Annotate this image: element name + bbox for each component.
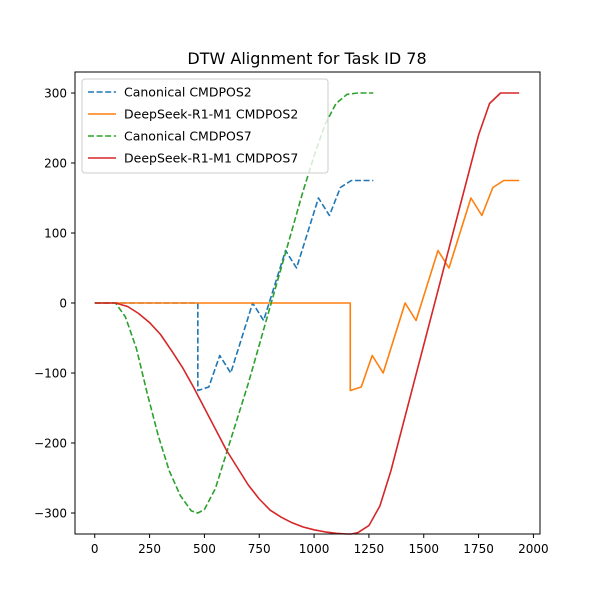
x-tick-label: 1500 — [408, 542, 439, 556]
legend-box — [81, 78, 329, 174]
y-tick-label: −200 — [34, 437, 67, 451]
chart-title: DTW Alignment for Task ID 78 — [187, 49, 426, 68]
legend: Canonical CMDPOS2 DeepSeek-R1-M1 CMDPOS2 C… — [81, 78, 329, 174]
y-tick-label: −100 — [34, 367, 67, 381]
y-axis: −300 −200 −100 0 100 200 300 — [34, 87, 75, 521]
legend-label: Canonical CMDPOS2 — [124, 85, 252, 100]
y-tick-label: 200 — [44, 157, 67, 171]
x-tick-label: 2000 — [518, 542, 549, 556]
y-tick-label: 300 — [44, 87, 67, 101]
x-tick-label: 1250 — [354, 542, 385, 556]
x-tick-label: 500 — [193, 542, 216, 556]
y-tick-label: −300 — [34, 507, 67, 521]
x-tick-label: 250 — [138, 542, 161, 556]
legend-label: DeepSeek-R1-M1 CMDPOS2 — [124, 107, 298, 122]
series-line-4 — [94, 92, 520, 535]
legend-label: DeepSeek-R1-M1 CMDPOS7 — [124, 151, 298, 166]
x-tick-label: 750 — [248, 542, 271, 556]
series-line-2 — [94, 179, 520, 392]
x-axis: 0 250 500 750 1000 1250 1500 1750 2000 — [91, 534, 549, 556]
x-tick-label: 0 — [91, 542, 99, 556]
x-tick-label: 1000 — [299, 542, 330, 556]
y-tick-label: 0 — [59, 297, 67, 311]
series-line-1 — [94, 179, 374, 392]
y-tick-label: 100 — [44, 227, 67, 241]
x-tick-label: 1750 — [463, 542, 494, 556]
legend-label: Canonical CMDPOS7 — [124, 129, 252, 144]
